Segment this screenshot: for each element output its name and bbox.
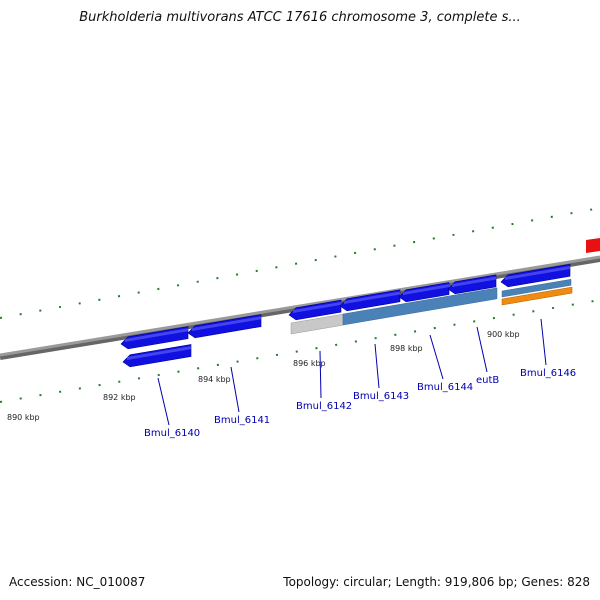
orange-feature-segment[interactable] <box>501 286 573 306</box>
topology-summary: Topology: circular; Length: 919,806 bp; … <box>283 575 590 589</box>
gene-label[interactable]: Bmul_6141 <box>214 415 270 426</box>
ruler-label: 890 kbp <box>7 413 40 422</box>
accession-label: Accession: NC_010087 <box>9 575 146 589</box>
gene-label[interactable]: eutB <box>476 375 499 386</box>
map-title: Burkholderia multivorans ATCC 17616 chro… <box>79 10 521 25</box>
gene-arrow-highlight <box>293 301 341 313</box>
gene-label[interactable]: Bmul_6142 <box>296 401 352 412</box>
gene-label[interactable]: Bmul_6140 <box>144 428 200 439</box>
steel-feature-segment[interactable] <box>501 278 572 298</box>
gene-label[interactable]: Bmul_6143 <box>353 391 409 402</box>
gene-label[interactable]: Bmul_6146 <box>520 368 576 379</box>
red-feature-block[interactable] <box>586 238 600 253</box>
gene-arrow-highlight <box>505 265 570 280</box>
lower-scale-track <box>0 299 600 403</box>
gene-leader-line <box>230 366 240 413</box>
gene-leader-line <box>540 318 547 366</box>
gene-leader-line <box>476 326 488 373</box>
ruler-label: 896 kbp <box>293 359 326 368</box>
gene-leader-line <box>429 334 444 380</box>
ruler-label: 898 kbp <box>390 344 423 353</box>
gene-leader-line <box>319 350 322 399</box>
ruler-label: 892 kbp <box>103 393 136 402</box>
gene-arrow-highlight <box>125 328 188 342</box>
gene-arrow-highlight <box>127 346 191 360</box>
chromosome-backbone <box>0 255 600 357</box>
gene-label[interactable]: Bmul_6144 <box>417 382 473 393</box>
feature-track[interactable] <box>290 278 573 335</box>
ruler-label: 894 kbp <box>198 375 231 384</box>
ruler-labels: 890 kbp 892 kbp 894 kbp 896 kbp 898 kbp 900 k… <box>7 330 520 422</box>
gene-arrow-highlight <box>452 276 496 287</box>
gene-leader-line <box>374 343 380 389</box>
steel-feature-segment[interactable] <box>342 287 498 326</box>
gene-arrow-highlight <box>192 316 261 331</box>
upper-scale-track <box>0 207 600 319</box>
gene-arrow-highlight <box>344 291 400 304</box>
gene-arrow-highlight <box>403 284 449 295</box>
ruler-label: 900 kbp <box>487 330 520 339</box>
gene-leader-line <box>157 377 170 426</box>
